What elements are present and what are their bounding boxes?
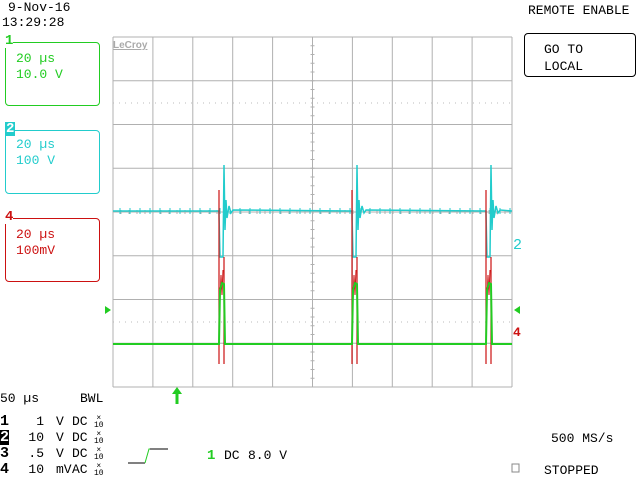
status-checkbox-icon: [511, 463, 520, 473]
ch1-label: 1: [5, 33, 14, 49]
probe-attenuation: × 10: [94, 414, 104, 430]
channel-number: 3: [0, 445, 10, 462]
acquisition-status: STOPPED: [544, 463, 599, 478]
trigger-level: 8.0 V: [248, 448, 288, 463]
trigger-coupling: DC: [224, 448, 240, 463]
channel-number: 4: [0, 461, 10, 478]
go-to-local-line2: LOCAL: [544, 59, 584, 74]
lecroy-logo: LeCroy: [113, 40, 148, 51]
ch2-timebase: 20 µs: [16, 137, 56, 152]
trigger-position-arrow[interactable]: [172, 387, 182, 404]
ch1-scale: 10.0 V: [16, 67, 63, 82]
ch4-scale: 100mV: [16, 243, 56, 258]
ch1-trace-box[interactable]: 1 20 µs 10.0 V: [5, 34, 100, 106]
ch2-label: 2: [5, 121, 16, 137]
trigger-step-icon: [128, 448, 168, 464]
ch1-timebase: 20 µs: [16, 51, 56, 66]
remote-status: REMOTE ENABLE: [528, 3, 630, 18]
date: 9-Nov-16: [8, 0, 71, 15]
channel-number: 1: [0, 413, 10, 430]
ch4-level-marker: 4: [513, 325, 521, 340]
probe-attenuation: × 10: [94, 446, 104, 462]
time: 13:29:28: [2, 15, 65, 30]
ch2-trace-box[interactable]: 2 20 µs 100 V: [5, 122, 100, 194]
ch2-level-marker: 2: [513, 237, 523, 254]
channel-coupling: DC: [72, 414, 88, 429]
sample-rate: 500 MS/s: [551, 431, 614, 446]
graticule: [112, 36, 513, 388]
channel-unit: V: [56, 430, 64, 445]
ch4-label: 4: [5, 209, 14, 225]
ch4-trace-box[interactable]: 4 20 µs 100mV: [5, 210, 100, 282]
channel-coupling: DC: [72, 430, 88, 445]
ch2-trace: [113, 164, 513, 258]
go-to-local-button[interactable]: GO TO LOCAL: [524, 33, 636, 77]
channel-volts: 10: [28, 430, 44, 445]
probe-attenuation: × 10: [94, 430, 104, 446]
bwl-indicator: BWL: [80, 391, 104, 406]
ch1-left-level-marker: [105, 306, 111, 314]
ch1-right-level-marker: [514, 306, 520, 314]
channel-coupling: DC: [72, 446, 88, 461]
channel-volts: 1: [36, 414, 44, 429]
channel-coupling: AC: [72, 462, 88, 477]
channel-volts: 10: [28, 462, 44, 477]
channel-unit: V: [56, 414, 64, 429]
ch1-trace: [113, 281, 512, 345]
trigger-source: 1: [207, 448, 216, 464]
ch2-scale: 100 V: [16, 153, 56, 168]
waveforms: [113, 164, 513, 364]
ch4-timebase: 20 µs: [16, 227, 56, 242]
channel-unit: mV: [56, 462, 72, 477]
channel-unit: V: [56, 446, 64, 461]
channel-volts: .5: [28, 446, 44, 461]
channel-number: 2: [0, 429, 10, 446]
probe-attenuation: × 10: [94, 462, 104, 478]
go-to-local-line1: GO TO: [544, 42, 584, 57]
timebase-value: 50 µs: [0, 391, 40, 406]
